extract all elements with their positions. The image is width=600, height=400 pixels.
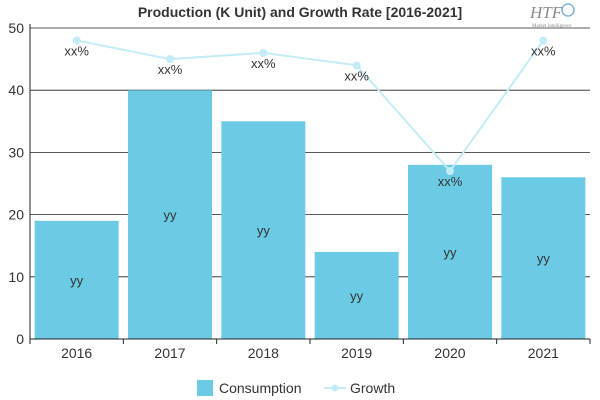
growth-point-label: xx% [344, 68, 369, 83]
x-tick-label: 2016 [61, 345, 92, 361]
bar-label: yy [257, 223, 271, 238]
bar-labels: yy yy yy yy yy yy [70, 208, 550, 304]
y-tick-label: 30 [8, 144, 24, 160]
bar [314, 251, 399, 339]
logo-text: HTF [529, 3, 563, 22]
y-tick-labels: 0 10 20 30 40 50 [8, 20, 24, 347]
growth-point [259, 48, 268, 57]
growth-point-label: xx% [158, 62, 183, 77]
growth-point [72, 36, 81, 45]
point-labels: xx% xx% xx% xx% xx% xx% [64, 43, 556, 189]
legend-swatch-consumption [197, 380, 213, 396]
axes [29, 24, 591, 344]
legend-marker-growth [331, 384, 339, 392]
chart-title: Production (K Unit) and Growth Rate [201… [138, 4, 462, 20]
x-tick-labels: 2016 2017 2018 2019 2020 2021 [61, 345, 559, 361]
growth-point-label: xx% [531, 43, 556, 58]
bar [501, 177, 586, 339]
y-tick-label: 40 [8, 82, 24, 98]
growth-point [166, 55, 174, 64]
bar-label: yy [537, 251, 551, 266]
bar-label: yy [444, 245, 458, 260]
logo-subtext: Market Intelligence [532, 24, 572, 29]
y-tick-label: 50 [8, 20, 24, 36]
x-tick-label: 2018 [248, 345, 279, 361]
growth-point [352, 61, 361, 70]
logo-globe-icon [561, 3, 575, 17]
growth-point-label: xx% [438, 174, 463, 189]
legend: Consumption Growth [197, 380, 395, 396]
x-tick-label: 2021 [528, 345, 559, 361]
bar [34, 220, 119, 339]
bar-label: yy [350, 288, 364, 303]
growth-line [76, 39, 545, 173]
bar [408, 164, 492, 339]
growth-point [446, 167, 454, 176]
y-tick-label: 10 [8, 269, 24, 285]
bar-label: yy [164, 208, 178, 223]
growth-point-label: xx% [251, 56, 276, 71]
htf-logo: HTF Market Intelligence [529, 3, 575, 29]
y-tick-label: 0 [16, 331, 24, 347]
growth-point-label: xx% [64, 43, 89, 58]
bar-series [34, 90, 586, 339]
growth-point [539, 36, 548, 45]
line-series [72, 36, 548, 176]
bar [221, 121, 306, 339]
x-tick-label: 2017 [154, 345, 185, 361]
y-tick-label: 20 [8, 207, 24, 223]
legend-label-growth[interactable]: Growth [350, 380, 395, 396]
x-tick-label: 2019 [341, 345, 372, 361]
grid-lines [30, 27, 590, 278]
bar-label: yy [70, 273, 84, 288]
x-tick-label: 2020 [434, 345, 465, 361]
bar [128, 90, 212, 339]
legend-label-consumption[interactable]: Consumption [219, 380, 302, 396]
